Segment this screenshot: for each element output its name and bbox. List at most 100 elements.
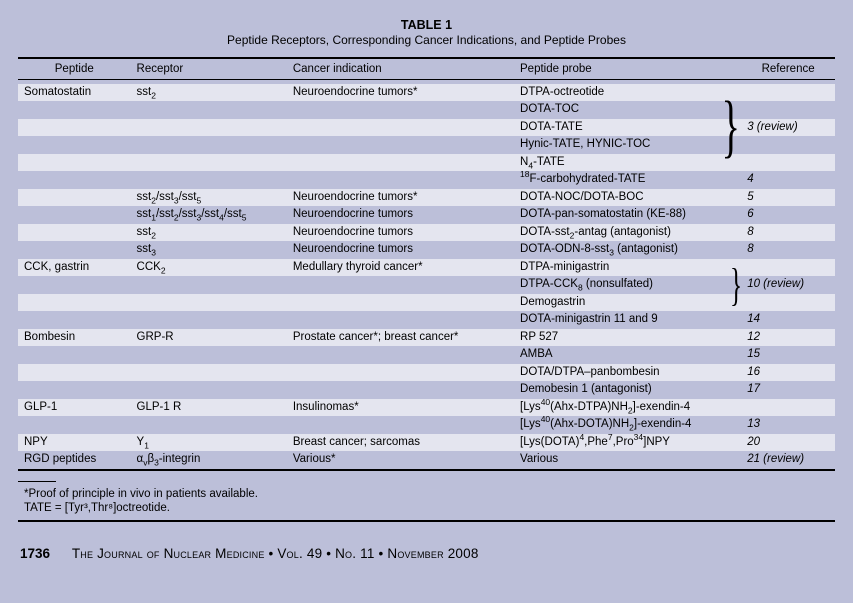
table-row: CCK, gastrinCCK2Medullary thyroid cancer… bbox=[18, 259, 835, 277]
cell-probe: DOTA-pan-somatostatin (KE-88) bbox=[514, 206, 741, 224]
cell-peptide bbox=[18, 136, 131, 154]
cell-ref: 3 (review) bbox=[741, 119, 835, 137]
table-row: sst2/sst3/sst5Neuroendocrine tumors*DOTA… bbox=[18, 189, 835, 207]
table-body: Somatostatinsst2Neuroendocrine tumors*DT… bbox=[18, 80, 835, 470]
cell-indication bbox=[287, 119, 514, 137]
cell-peptide bbox=[18, 294, 131, 312]
cell-receptor bbox=[131, 346, 287, 364]
cell-receptor bbox=[131, 136, 287, 154]
cell-peptide: NPY bbox=[18, 434, 131, 452]
table-row: Demobesin 1 (antagonist)17 bbox=[18, 381, 835, 399]
cell-receptor: sst2 bbox=[131, 224, 287, 242]
cell-indication bbox=[287, 154, 514, 172]
cell-receptor: CCK2 bbox=[131, 259, 287, 277]
cell-peptide bbox=[18, 189, 131, 207]
cell-ref: 10 (review) bbox=[741, 276, 835, 294]
cell-probe: DOTA-TOC bbox=[514, 101, 741, 119]
cell-probe: DOTA-NOC/DOTA-BOC bbox=[514, 189, 741, 207]
cell-ref: 17 bbox=[741, 381, 835, 399]
cell-receptor: sst2/sst3/sst5 bbox=[131, 189, 287, 207]
cell-receptor bbox=[131, 311, 287, 329]
cell-peptide bbox=[18, 101, 131, 119]
cell-probe: AMBA bbox=[514, 346, 741, 364]
table-row: DOTA-minigastrin 11 and 914 bbox=[18, 311, 835, 329]
col-peptide: Peptide bbox=[18, 58, 131, 80]
cell-peptide bbox=[18, 206, 131, 224]
cell-peptide: CCK, gastrin bbox=[18, 259, 131, 277]
cell-peptide bbox=[18, 241, 131, 259]
cell-probe: [Lys(DOTA)4,Phe7,Pro34]NPY bbox=[514, 434, 741, 452]
table-row: AMBA15 bbox=[18, 346, 835, 364]
cell-receptor: Y1 bbox=[131, 434, 287, 452]
cell-ref bbox=[741, 154, 835, 172]
cell-receptor: sst3 bbox=[131, 241, 287, 259]
cell-ref: 8 bbox=[741, 241, 835, 259]
table-row: NPYY1Breast cancer; sarcomas[Lys(DOTA)4,… bbox=[18, 434, 835, 452]
cell-indication bbox=[287, 101, 514, 119]
table-row: sst2Neuroendocrine tumorsDOTA-sst2-antag… bbox=[18, 224, 835, 242]
journal-footer: 1736 The Journal of Nuclear Medicine • V… bbox=[18, 546, 835, 561]
cell-peptide bbox=[18, 364, 131, 382]
cell-probe: DOTA-TATE} bbox=[514, 119, 741, 137]
cell-ref: 13 bbox=[741, 416, 835, 434]
cell-probe: DOTA-minigastrin 11 and 9 bbox=[514, 311, 741, 329]
footnote-1: *Proof of principle in vivo in patients … bbox=[24, 488, 835, 500]
cell-receptor: sst1/sst2/sst3/sst4/sst5 bbox=[131, 206, 287, 224]
cell-receptor: GLP-1 R bbox=[131, 399, 287, 417]
cell-indication: Medullary thyroid cancer* bbox=[287, 259, 514, 277]
table-row: Hynic-TATE, HYNIC-TOC bbox=[18, 136, 835, 154]
table-row: DOTA-TATE}3 (review) bbox=[18, 119, 835, 137]
footnote-2: TATE = [Tyr³,Thr⁸]octreotide. bbox=[24, 502, 835, 514]
cell-probe: [Lys40(Ahx-DOTA)NH2]-exendin-4 bbox=[514, 416, 741, 434]
cell-ref: 20 bbox=[741, 434, 835, 452]
cell-indication: Breast cancer; sarcomas bbox=[287, 434, 514, 452]
table-row: Somatostatinsst2Neuroendocrine tumors*DT… bbox=[18, 84, 835, 102]
table-row: [Lys40(Ahx-DOTA)NH2]-exendin-413 bbox=[18, 416, 835, 434]
cell-probe: N4-TATE bbox=[514, 154, 741, 172]
table-row: N4-TATE bbox=[18, 154, 835, 172]
cell-indication bbox=[287, 311, 514, 329]
cell-receptor: GRP-R bbox=[131, 329, 287, 347]
cell-probe: DTPA-minigastrin bbox=[514, 259, 741, 277]
cell-probe: Hynic-TATE, HYNIC-TOC bbox=[514, 136, 741, 154]
cell-indication bbox=[287, 381, 514, 399]
cell-indication bbox=[287, 136, 514, 154]
cell-probe: DTPA-octreotide bbox=[514, 84, 741, 102]
cell-peptide: GLP-1 bbox=[18, 399, 131, 417]
cell-probe: Various bbox=[514, 451, 741, 470]
cell-peptide: RGD peptides bbox=[18, 451, 131, 470]
table-row: 18F-carbohydrated-TATE4 bbox=[18, 171, 835, 189]
cell-ref: 8 bbox=[741, 224, 835, 242]
table-row: GLP-1GLP-1 RInsulinomas*[Lys40(Ahx-DTPA)… bbox=[18, 399, 835, 417]
table-row: BombesinGRP-RProstate cancer*; breast ca… bbox=[18, 329, 835, 347]
cell-receptor bbox=[131, 364, 287, 382]
table-row: sst1/sst2/sst3/sst4/sst5Neuroendocrine t… bbox=[18, 206, 835, 224]
cell-indication: Neuroendocrine tumors* bbox=[287, 189, 514, 207]
cell-receptor bbox=[131, 119, 287, 137]
cell-indication: Neuroendocrine tumors* bbox=[287, 84, 514, 102]
cell-receptor bbox=[131, 171, 287, 189]
journal-name-line: The Journal of Nuclear Medicine • Vol. 4… bbox=[72, 546, 479, 561]
cell-probe: RP 527 bbox=[514, 329, 741, 347]
cell-receptor: sst2 bbox=[131, 84, 287, 102]
cell-probe: DOTA-ODN-8-sst3 (antagonist) bbox=[514, 241, 741, 259]
cell-ref: 5 bbox=[741, 189, 835, 207]
cell-indication: Insulinomas* bbox=[287, 399, 514, 417]
cell-ref bbox=[741, 136, 835, 154]
table-row: DOTA/DTPA–panbombesin16 bbox=[18, 364, 835, 382]
cell-peptide bbox=[18, 381, 131, 399]
col-reference: Reference bbox=[741, 58, 835, 80]
cell-peptide: Bombesin bbox=[18, 329, 131, 347]
cell-receptor bbox=[131, 416, 287, 434]
cell-probe: DOTA/DTPA–panbombesin bbox=[514, 364, 741, 382]
cell-peptide: Somatostatin bbox=[18, 84, 131, 102]
table-caption: Peptide Receptors, Corresponding Cancer … bbox=[18, 33, 835, 47]
cell-ref: 4 bbox=[741, 171, 835, 189]
cell-receptor bbox=[131, 381, 287, 399]
table-row: sst3Neuroendocrine tumorsDOTA-ODN-8-sst3… bbox=[18, 241, 835, 259]
cell-indication bbox=[287, 416, 514, 434]
cell-indication: Various* bbox=[287, 451, 514, 470]
cell-receptor bbox=[131, 294, 287, 312]
cell-probe: Demogastrin bbox=[514, 294, 741, 312]
cell-indication: Neuroendocrine tumors bbox=[287, 206, 514, 224]
